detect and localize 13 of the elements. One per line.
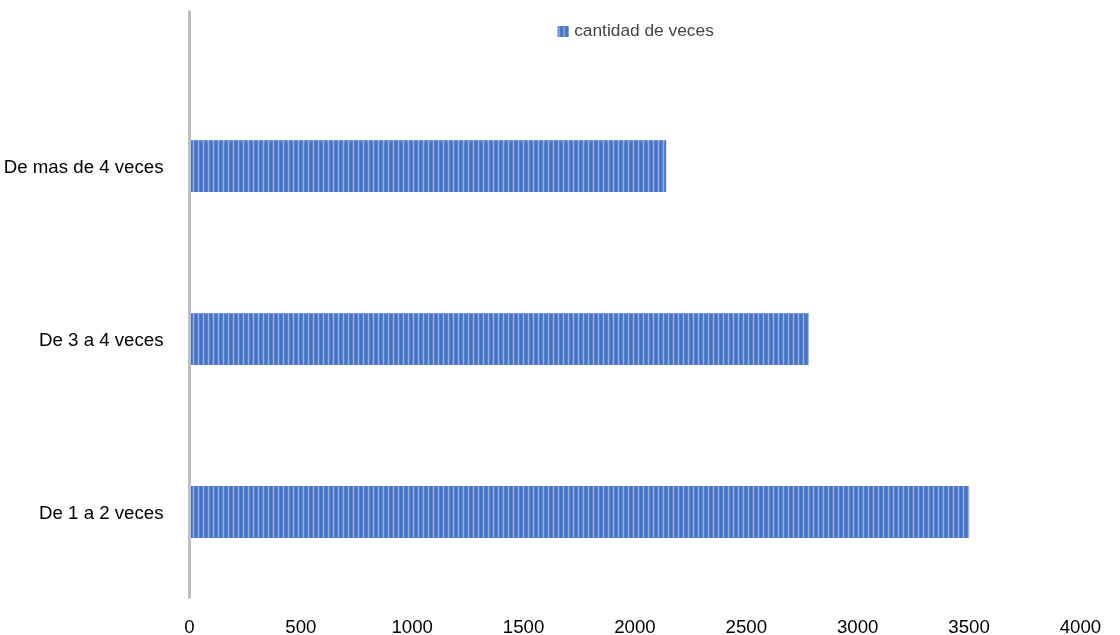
x-tick-label: 3500 bbox=[948, 615, 990, 635]
x-tick-label: 2000 bbox=[614, 615, 656, 635]
x-tick-label: 4000 bbox=[1059, 615, 1102, 635]
legend-label: cantidad de veces bbox=[574, 20, 714, 41]
x-tick-label: 500 bbox=[285, 615, 317, 635]
x-tick-label: 1000 bbox=[391, 615, 434, 635]
x-tick-label: 1500 bbox=[502, 615, 545, 635]
y-tick-label: De 3 a 4 veces bbox=[39, 328, 164, 350]
x-tick-label: 3000 bbox=[837, 615, 879, 635]
x-tick-label: 2500 bbox=[725, 615, 768, 635]
x-tick-label: 0 bbox=[184, 615, 195, 635]
y-tick-label: De 1 a 2 veces bbox=[39, 501, 164, 523]
y-tick-label: De mas de 4 veces bbox=[3, 155, 164, 177]
